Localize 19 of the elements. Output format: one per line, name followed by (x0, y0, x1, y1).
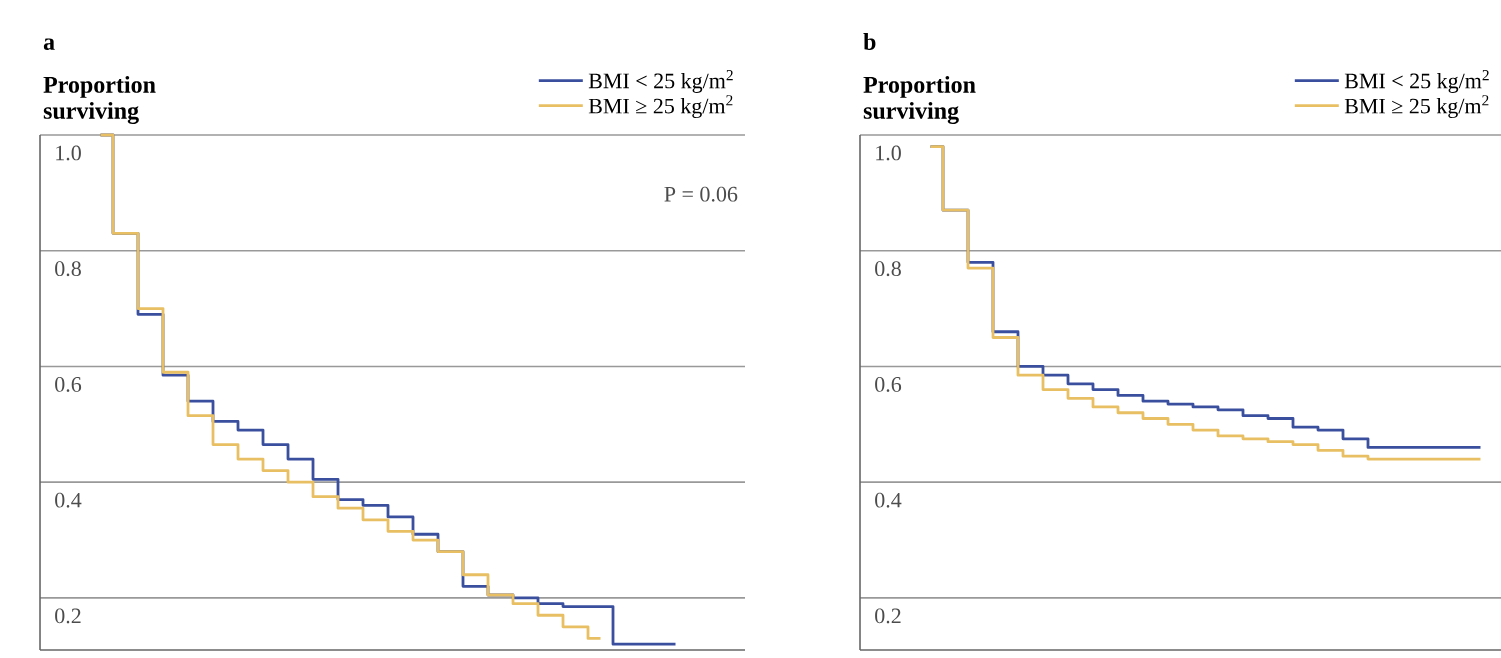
y-tick-label: 1.0 (876, 145, 901, 161)
y-tick-label: 0.6 (875, 376, 902, 392)
legend-label: BMI ≥ 25 kg/m$^{2}$ (1344, 95, 1489, 119)
y-tick-label: 0.2 (55, 608, 81, 624)
y-tick-label: 1.0 (56, 145, 81, 161)
y-tick-label: 0.4 (875, 492, 902, 508)
legend-label: BMI < 25 kg/m$^{2}$ (1344, 70, 1489, 93)
legend-label: BMI ≥ 25 kg/m$^{2}$ (588, 95, 733, 119)
y-axis-title: Proportion surviving (863, 75, 976, 124)
y-tick-label: 0.2 (875, 608, 901, 624)
chart-title: b (863, 33, 876, 50)
y-tick-label: 0.4 (55, 492, 82, 508)
y-tick-label: 0.6 (55, 376, 82, 392)
y-tick-label: 0.8 (55, 261, 81, 277)
y-tick-label: 0.8 (875, 261, 901, 277)
legend-label: BMI < 25 kg/m$^{2}$ (588, 70, 733, 93)
y-axis-title: Proportion surviving (43, 75, 156, 124)
chart-title: a (43, 38, 55, 50)
annotation: P = 0.06 (664, 186, 738, 202)
